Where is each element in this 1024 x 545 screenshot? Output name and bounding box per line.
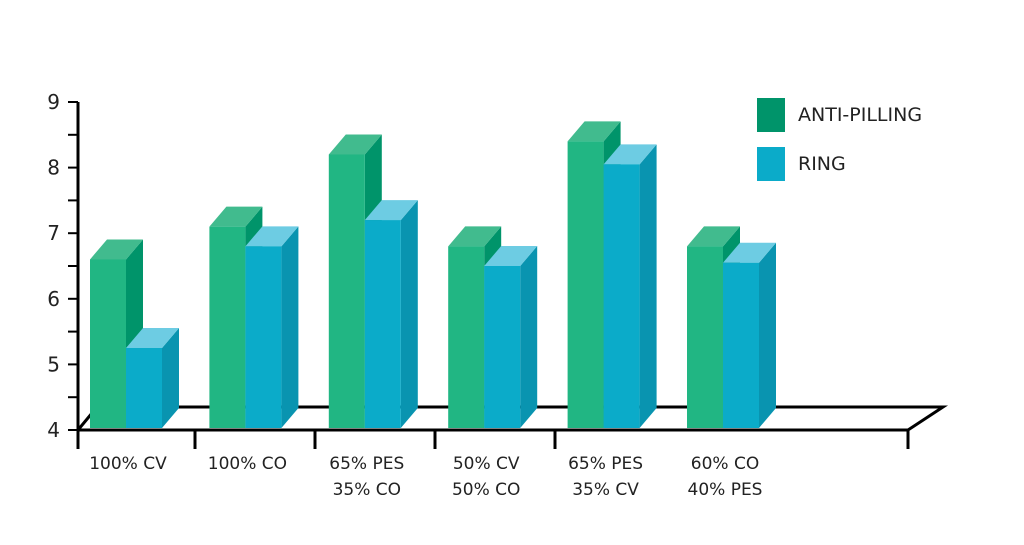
x-axis: 100% CV 100% CO 65% PES 35% CO 50% CV 50% CO 6…: [76, 430, 910, 500]
bar-top: [90, 239, 143, 260]
bar-ring-3: [484, 246, 538, 428]
x-tick-label-line: 50% CO: [452, 480, 520, 500]
bar-ring-2: [364, 200, 418, 428]
legend: ANTI-PILLING RING: [757, 98, 922, 181]
x-tick-label: 50% CV 50% CO: [452, 454, 520, 500]
x-tick-label: 65% PES 35% CV: [568, 454, 643, 500]
bar-top: [209, 206, 263, 227]
bar-top: [603, 144, 657, 165]
x-tick-label: 65% PES 35% CO: [329, 454, 404, 500]
x-tick-label-line: 60% CO: [691, 454, 759, 474]
bar-front: [209, 226, 246, 428]
bar-side: [281, 226, 299, 428]
legend-label-ring: RING: [798, 153, 846, 175]
x-tick-label: 60% CO 40% PES: [688, 454, 763, 500]
y-tick-label: 8: [47, 156, 60, 180]
bar-top: [364, 200, 418, 221]
bar-side: [520, 246, 538, 428]
x-tick-label-line: 65% PES: [568, 454, 643, 474]
x-tick-label-line: 50% CV: [453, 454, 520, 474]
bar-top: [723, 242, 776, 263]
bars: [90, 121, 776, 429]
legend-swatch-ring: [757, 147, 785, 181]
y-tick-label: 9: [47, 90, 60, 114]
x-tick-label-line: 40% PES: [688, 480, 763, 500]
legend-label-anti-pilling: ANTI-PILLING: [798, 104, 922, 126]
bar-top: [484, 246, 538, 266]
x-tick-label-line: 100% CV: [89, 454, 167, 474]
bar-front: [723, 262, 759, 428]
y-tick-label: 6: [47, 287, 60, 311]
bar-front: [328, 154, 365, 429]
x-tick-label: 100% CO: [208, 454, 287, 474]
bar-front: [484, 266, 521, 428]
bar-front: [126, 348, 162, 428]
y-tick-label: 4: [47, 418, 60, 442]
y-axis: 4 5 6 7 8 9: [47, 90, 80, 442]
bar-top: [448, 226, 502, 247]
bar-side: [759, 242, 776, 428]
x-tick-label-line: 100% CO: [208, 454, 287, 474]
legend-swatch-anti-pilling: [757, 98, 785, 132]
x-tick-label-line: 35% CV: [572, 480, 639, 500]
bar-front: [567, 141, 604, 429]
bar-ring-5: [723, 242, 776, 428]
y-tick-label: 5: [47, 352, 60, 376]
bar-side: [400, 200, 418, 428]
bar-ring-1: [245, 226, 299, 428]
bar-top: [245, 226, 299, 247]
x-tick-label-line: 65% PES: [329, 454, 404, 474]
bar-top: [687, 226, 740, 247]
bar-front: [90, 259, 126, 428]
bar-top: [328, 134, 382, 155]
bar-front: [364, 220, 401, 428]
x-tick-label-line: 35% CO: [333, 480, 401, 500]
bar-front: [603, 164, 640, 428]
bar-front: [245, 246, 282, 428]
bar-ring-4: [603, 144, 657, 428]
bar-ring-0: [126, 328, 179, 428]
bar-side: [162, 328, 179, 428]
y-tick-label: 7: [47, 221, 60, 245]
bar-front: [687, 246, 723, 428]
bar-side: [639, 144, 657, 428]
x-tick-label: 100% CV: [89, 454, 167, 474]
bar-top: [126, 328, 179, 348]
bar-front: [448, 246, 485, 428]
bar-top: [567, 121, 621, 142]
